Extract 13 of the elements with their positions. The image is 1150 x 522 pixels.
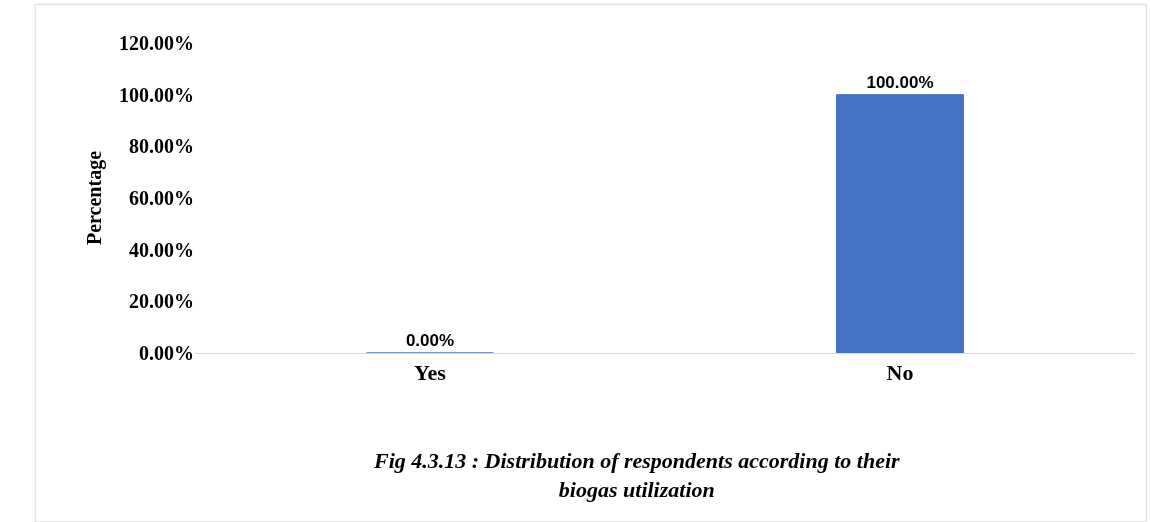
y-tick-label: 20.00% [129, 290, 194, 313]
y-axis-title: Percentage [82, 150, 106, 246]
x-tick-label: Yes [414, 360, 447, 386]
y-tick-label: 40.00% [129, 238, 194, 261]
y-tick-label: 60.00% [129, 187, 194, 209]
y-tick-label: 120.00% [119, 32, 194, 54]
data-label: 100.00% [866, 72, 934, 92]
y-tick-label: 0.00% [139, 342, 194, 364]
text: Fig 4.3.13 : Distribution of respondents according to their biogas utilization [373, 448, 901, 502]
y-tick-label: 100.00% [119, 83, 194, 106]
x-tick-label: No [886, 360, 914, 386]
data-label: 0.00% [405, 331, 455, 350]
y-tick-label: 80.00% [129, 135, 194, 158]
